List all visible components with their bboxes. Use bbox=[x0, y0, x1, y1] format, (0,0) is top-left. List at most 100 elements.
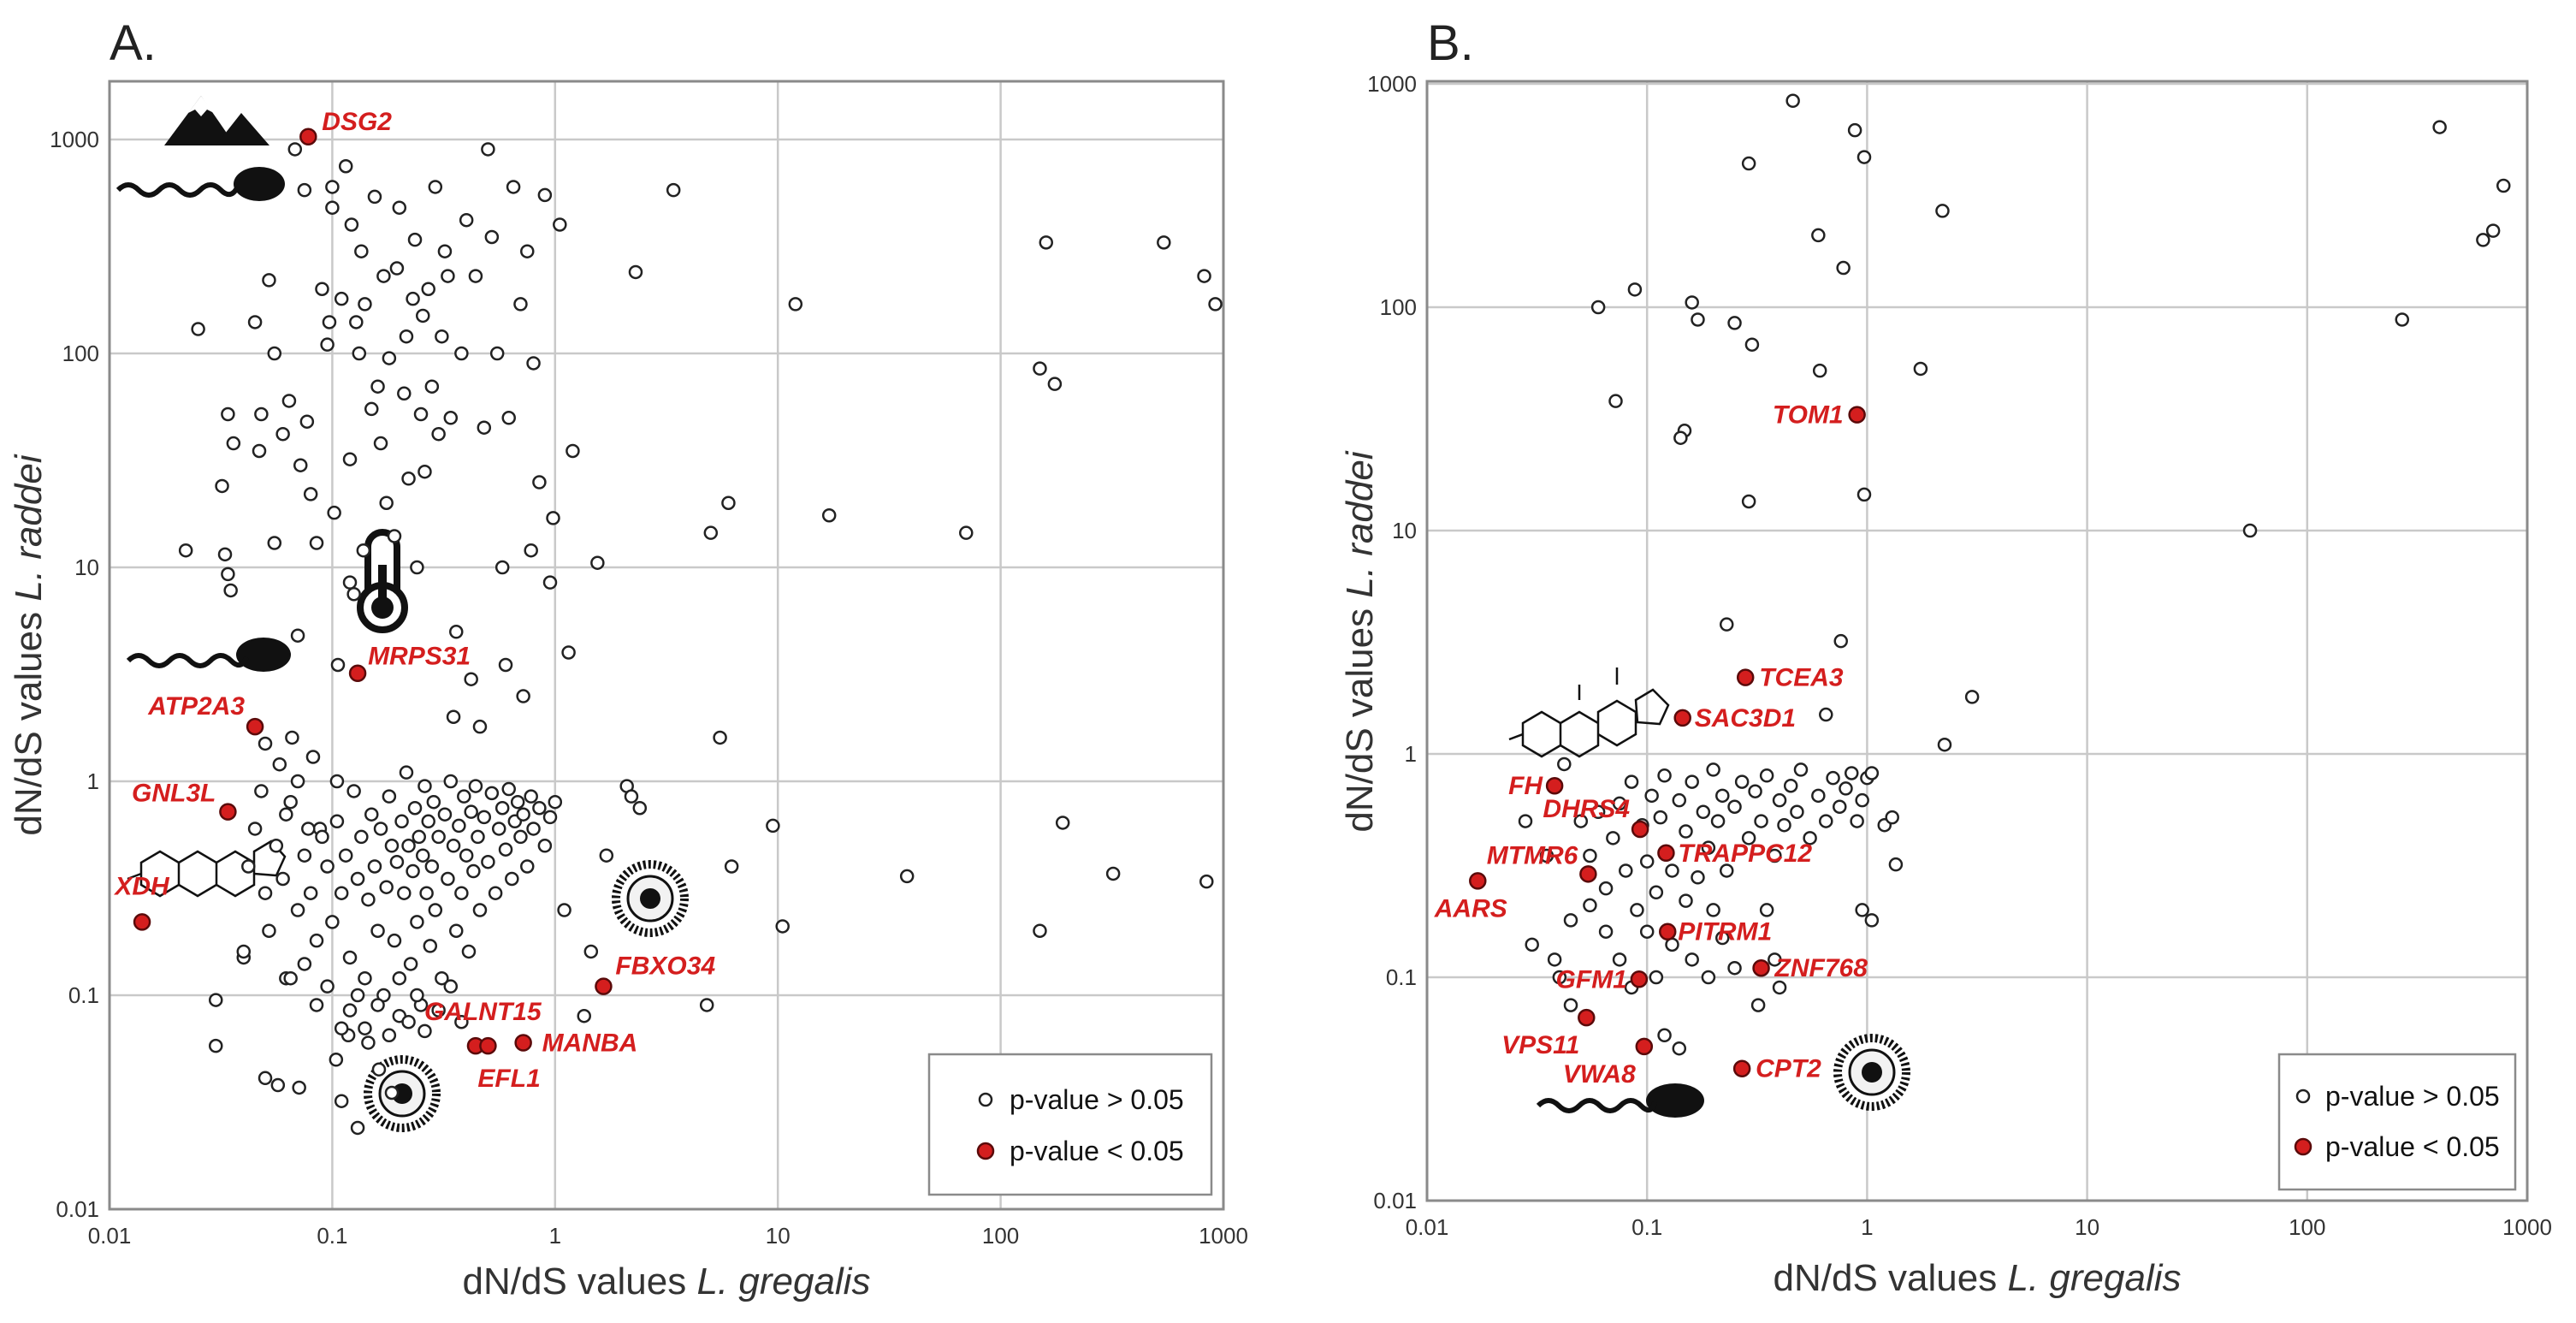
data-point-nonsignificant bbox=[367, 859, 382, 874]
data-point-nonsignificant bbox=[376, 269, 391, 283]
data-point-nonsignificant bbox=[454, 886, 469, 900]
data-point-nonsignificant bbox=[505, 871, 519, 887]
data-point-nonsignificant bbox=[431, 426, 446, 442]
data-point-nonsignificant bbox=[1812, 363, 1827, 378]
data-point-nonsignificant bbox=[352, 346, 367, 361]
x-tick-label: 0.01 bbox=[1406, 1214, 1449, 1240]
data-point-nonsignificant bbox=[272, 756, 287, 772]
data-point-nonsignificant bbox=[329, 814, 345, 829]
data-point-nonsignificant bbox=[397, 886, 412, 900]
data-point-nonsignificant bbox=[437, 807, 453, 822]
data-point-nonsignificant bbox=[1937, 737, 1952, 752]
sperm-icon bbox=[126, 638, 291, 672]
panel-a-legend: p-value > 0.05 p-value < 0.05 bbox=[927, 1053, 1213, 1196]
data-point-nonsignificant bbox=[1819, 707, 1833, 722]
gene-label-pitrm1: PITRM1 bbox=[1678, 918, 1772, 946]
data-point-nonsignificant bbox=[1856, 487, 1872, 502]
data-point-nonsignificant bbox=[1833, 799, 1847, 814]
data-point-nonsignificant bbox=[1793, 762, 1809, 777]
data-point-nonsignificant bbox=[258, 736, 273, 751]
data-point-nonsignificant bbox=[358, 297, 372, 311]
data-point-nonsignificant bbox=[342, 575, 358, 590]
data-point-nonsignificant bbox=[1754, 814, 1768, 828]
data-point-significant-mrps31 bbox=[348, 664, 367, 682]
data-point-nonsignificant bbox=[546, 511, 560, 525]
data-point-nonsignificant bbox=[561, 645, 576, 660]
data-point-nonsignificant bbox=[510, 794, 525, 810]
data-point-nonsignificant bbox=[583, 944, 599, 959]
data-point-nonsignificant bbox=[401, 472, 416, 486]
data-point-nonsignificant bbox=[1847, 122, 1862, 138]
data-point-nonsignificant bbox=[1888, 857, 1904, 872]
gene-label-sac3d1: SAC3D1 bbox=[1695, 704, 1796, 733]
data-point-nonsignificant bbox=[403, 957, 418, 971]
data-point-nonsignificant bbox=[624, 789, 639, 804]
data-point-nonsignificant bbox=[1772, 792, 1787, 808]
data-point-nonsignificant bbox=[1727, 960, 1742, 976]
steroid-structure-icon bbox=[127, 839, 287, 898]
data-point-nonsignificant bbox=[1653, 810, 1668, 825]
data-point-nonsignificant bbox=[1685, 952, 1699, 967]
data-point-nonsignificant bbox=[1734, 774, 1750, 789]
data-point-significant-xdh bbox=[133, 913, 151, 931]
data-point-nonsignificant bbox=[270, 1077, 286, 1093]
data-point-nonsignificant bbox=[1803, 831, 1817, 845]
data-point-significant-tom1 bbox=[1848, 406, 1866, 424]
data-point-nonsignificant bbox=[297, 957, 312, 971]
data-point-nonsignificant bbox=[406, 863, 420, 879]
legend-entry-significant: p-value < 0.05 bbox=[2325, 1131, 2500, 1162]
data-point-nonsignificant bbox=[285, 730, 299, 745]
data-point-nonsignificant bbox=[703, 525, 719, 540]
data-point-nonsignificant bbox=[1706, 903, 1720, 917]
data-point-nonsignificant bbox=[387, 933, 402, 948]
data-point-nonsignificant bbox=[2395, 312, 2409, 327]
y-tick-label: 1000 bbox=[50, 127, 99, 152]
data-point-nonsignificant bbox=[1583, 898, 1597, 913]
data-point-nonsignificant bbox=[394, 814, 409, 829]
data-point-nonsignificant bbox=[1657, 768, 1672, 783]
data-point-nonsignificant bbox=[449, 625, 464, 639]
data-point-nonsignificant bbox=[342, 950, 358, 965]
data-point-nonsignificant bbox=[221, 406, 235, 422]
data-point-nonsignificant bbox=[464, 672, 478, 686]
data-point-nonsignificant bbox=[1783, 778, 1798, 793]
panel-b: B. 0.01 0.1 1 10 100 1000 0.01 0.1 1 10 100 1000 TO… bbox=[1339, 15, 2552, 1299]
data-point-nonsignificant bbox=[417, 1023, 432, 1039]
panel-b-grid bbox=[1427, 81, 2527, 1201]
data-point-nonsignificant bbox=[279, 807, 293, 822]
data-point-nonsignificant bbox=[354, 244, 369, 258]
data-point-nonsignificant bbox=[303, 487, 318, 501]
data-point-nonsignificant bbox=[382, 789, 397, 804]
data-point-nonsignificant bbox=[338, 158, 353, 174]
data-point-nonsignificant bbox=[1583, 848, 1597, 863]
data-point-nonsignificant bbox=[356, 543, 371, 558]
data-point-nonsignificant bbox=[283, 794, 298, 810]
data-point-nonsignificant bbox=[215, 478, 229, 494]
data-point-nonsignificant bbox=[1744, 337, 1760, 352]
gene-label-gfm1: GFM1 bbox=[1556, 965, 1627, 994]
data-point-nonsignificant bbox=[1885, 810, 1899, 825]
data-point-nonsignificant bbox=[410, 988, 424, 1003]
data-point-nonsignificant bbox=[364, 401, 379, 417]
data-point-nonsignificant bbox=[1741, 494, 1756, 509]
steroid-structure-icon bbox=[1508, 667, 1670, 758]
gene-label-aars: AARS bbox=[1434, 894, 1507, 923]
gene-label-mtmr6: MTMR6 bbox=[1487, 841, 1578, 869]
data-point-nonsignificant bbox=[454, 1014, 469, 1029]
data-point-nonsignificant bbox=[1665, 863, 1679, 878]
data-point-nonsignificant bbox=[1033, 361, 1047, 376]
data-point-nonsignificant bbox=[488, 886, 503, 900]
gene-label-trappc12: TRAPPC12 bbox=[1678, 839, 1812, 868]
data-point-nonsignificant bbox=[281, 394, 297, 408]
data-point-nonsignificant bbox=[399, 329, 414, 344]
data-point-nonsignificant bbox=[1525, 937, 1539, 952]
y-tick-label: 10 bbox=[74, 555, 99, 580]
data-point-nonsignificant bbox=[577, 1008, 591, 1023]
data-point-nonsignificant bbox=[346, 586, 361, 602]
data-point-nonsignificant bbox=[1691, 870, 1705, 885]
data-point-nonsignificant bbox=[1033, 923, 1047, 938]
data-point-significant-vps11 bbox=[1578, 1008, 1596, 1027]
data-point-nonsignificant bbox=[428, 180, 443, 194]
data-point-significant-gnl3l bbox=[219, 803, 237, 821]
data-point-nonsignificant bbox=[247, 822, 263, 836]
